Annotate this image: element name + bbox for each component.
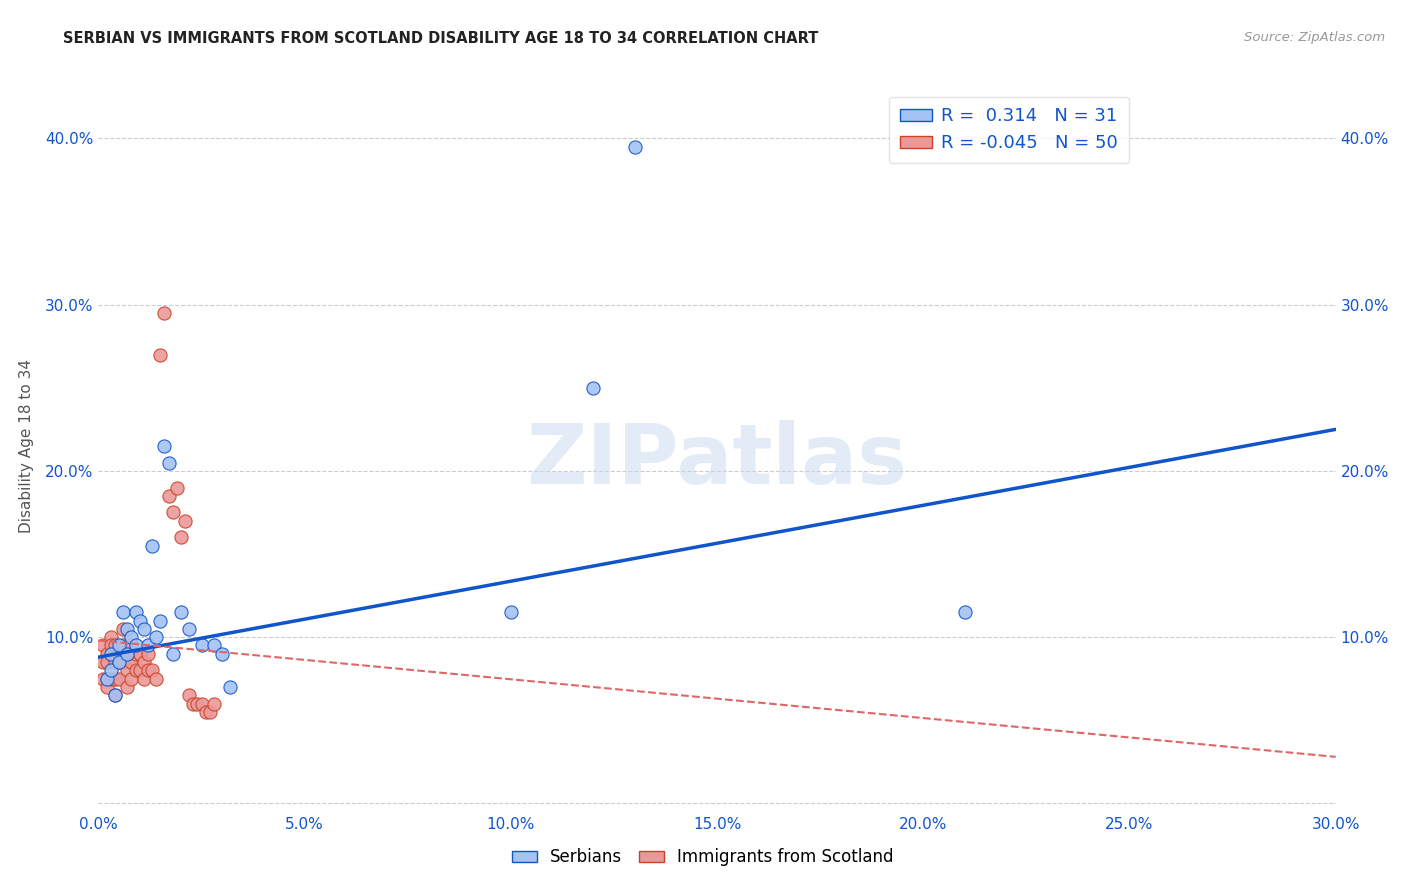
Point xyxy=(100,647,122,661)
Point xyxy=(117,664,139,678)
Point xyxy=(104,672,127,686)
Point xyxy=(117,647,139,661)
Text: ZIPatlas: ZIPatlas xyxy=(527,420,907,501)
Y-axis label: Disability Age 18 to 34: Disability Age 18 to 34 xyxy=(18,359,34,533)
Point xyxy=(128,614,150,628)
Point xyxy=(145,630,167,644)
Point xyxy=(108,647,131,661)
Point xyxy=(157,489,180,503)
Point xyxy=(132,672,155,686)
Point xyxy=(117,622,139,636)
Point xyxy=(190,639,212,653)
Point xyxy=(108,639,131,653)
Point xyxy=(181,697,204,711)
Point xyxy=(170,605,193,619)
Point xyxy=(953,605,976,619)
Point xyxy=(623,140,645,154)
Point xyxy=(112,655,135,669)
Legend: R =  0.314   N = 31, R = -0.045   N = 50: R = 0.314 N = 31, R = -0.045 N = 50 xyxy=(889,96,1129,163)
Point xyxy=(112,622,135,636)
Point xyxy=(186,697,208,711)
Point xyxy=(120,672,142,686)
Point xyxy=(198,705,221,719)
Point xyxy=(202,697,225,711)
Point xyxy=(136,647,159,661)
Point xyxy=(162,647,184,661)
Point xyxy=(128,647,150,661)
Point xyxy=(162,506,184,520)
Point xyxy=(91,639,114,653)
Point xyxy=(108,655,131,669)
Point xyxy=(145,672,167,686)
Point xyxy=(120,655,142,669)
Point xyxy=(149,347,172,362)
Point xyxy=(166,481,188,495)
Point xyxy=(91,655,114,669)
Point xyxy=(153,306,176,320)
Point xyxy=(149,614,172,628)
Point xyxy=(124,664,146,678)
Point xyxy=(141,664,163,678)
Point xyxy=(120,630,142,644)
Point xyxy=(100,664,122,678)
Point xyxy=(136,639,159,653)
Point xyxy=(104,639,127,653)
Point xyxy=(170,530,193,544)
Point xyxy=(100,639,122,653)
Point xyxy=(153,439,176,453)
Text: SERBIAN VS IMMIGRANTS FROM SCOTLAND DISABILITY AGE 18 TO 34 CORRELATION CHART: SERBIAN VS IMMIGRANTS FROM SCOTLAND DISA… xyxy=(63,31,818,46)
Point xyxy=(174,514,197,528)
Legend: Serbians, Immigrants from Scotland: Serbians, Immigrants from Scotland xyxy=(505,842,901,873)
Point xyxy=(104,689,127,703)
Point xyxy=(582,381,605,395)
Point xyxy=(179,622,201,636)
Point xyxy=(219,680,242,694)
Point xyxy=(96,672,118,686)
Point xyxy=(132,655,155,669)
Point xyxy=(141,539,163,553)
Point xyxy=(96,680,118,694)
Point xyxy=(96,655,118,669)
Point xyxy=(124,605,146,619)
Point xyxy=(157,456,180,470)
Point xyxy=(194,705,217,719)
Point xyxy=(104,689,127,703)
Point xyxy=(112,605,135,619)
Point xyxy=(108,672,131,686)
Point xyxy=(179,689,201,703)
Point xyxy=(132,622,155,636)
Point xyxy=(117,680,139,694)
Text: Source: ZipAtlas.com: Source: ZipAtlas.com xyxy=(1244,31,1385,45)
Point xyxy=(100,630,122,644)
Point xyxy=(117,647,139,661)
Point xyxy=(104,655,127,669)
Point xyxy=(96,647,118,661)
Point xyxy=(124,639,146,653)
Point xyxy=(124,647,146,661)
Point xyxy=(202,639,225,653)
Point xyxy=(128,664,150,678)
Point xyxy=(120,639,142,653)
Point xyxy=(108,655,131,669)
Point xyxy=(91,672,114,686)
Point xyxy=(112,639,135,653)
Point xyxy=(136,664,159,678)
Point xyxy=(100,672,122,686)
Point xyxy=(499,605,522,619)
Point xyxy=(96,672,118,686)
Point xyxy=(211,647,233,661)
Point xyxy=(190,697,212,711)
